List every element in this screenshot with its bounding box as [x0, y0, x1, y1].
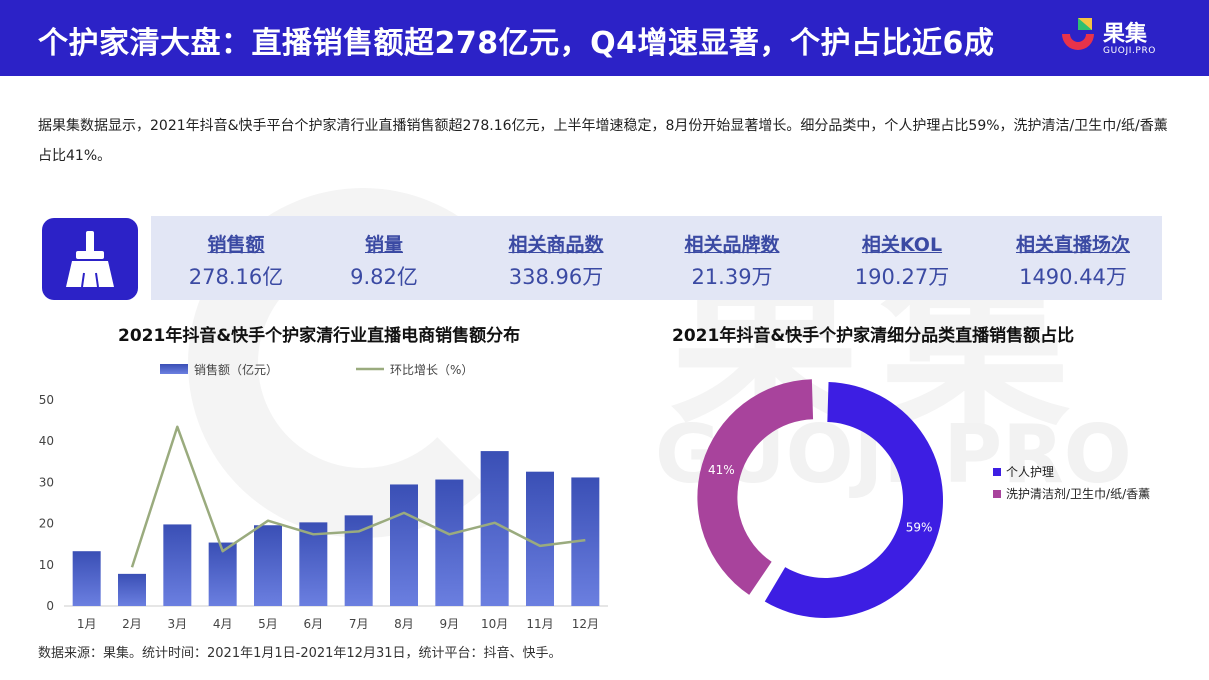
pie-value-label: 41% [708, 463, 735, 477]
source-footnote: 数据来源：果集。统计时间：2021年1月1日-2021年12月31日，统计平台：… [38, 646, 562, 661]
stat-label: 销量 [364, 234, 403, 256]
stat-brands: 相关品牌数 21.39万 [667, 230, 797, 291]
pie-chart-title: 2021年抖音&快手个护家清细分品类直播销售额占比 [672, 326, 1075, 346]
stat-value: 1490.44万 [1019, 265, 1127, 289]
page-title: 个护家清大盘：直播销售额超278亿元，Q4增速显著，个护占比近6成 [38, 26, 995, 61]
x-tick-label: 3月 [168, 617, 188, 631]
growth-line [130, 425, 586, 568]
stat-label: 销售额 [207, 234, 265, 256]
intro-paragraph: 据果集数据显示，2021年抖音&快手平台个护家清行业直播销售额超278.16亿元… [38, 118, 1168, 164]
category-icon-box [42, 218, 138, 300]
y-tick-label: 50 [39, 393, 54, 407]
legend-label: 洗护清洁剂/卫生巾/纸/香薰 [1006, 486, 1150, 501]
x-tick-label: 4月 [213, 617, 233, 631]
bar [163, 524, 192, 606]
x-tick-label: 12月 [572, 617, 599, 631]
logo: 果集 GUOJI.PRO [1058, 14, 1188, 64]
x-tick-label: 9月 [440, 617, 460, 631]
y-tick-label: 0 [46, 599, 54, 613]
broom-icon [66, 231, 114, 288]
legend-swatch [993, 468, 1001, 476]
x-tick-label: 2月 [122, 617, 142, 631]
bar [299, 522, 328, 606]
bar [344, 515, 373, 606]
x-tick-label: 8月 [394, 617, 414, 631]
stat-value: 338.96万 [508, 265, 604, 289]
pie-slice [697, 379, 814, 595]
x-tick-label: 1月 [77, 617, 97, 631]
stat-value: 278.16亿 [188, 265, 284, 289]
x-tick-label: 7月 [349, 617, 369, 631]
legend-swatch [993, 490, 1001, 498]
stat-live-sessions: 相关直播场次 1490.44万 [1003, 230, 1143, 291]
y-tick-label: 40 [39, 434, 54, 448]
y-tick-label: 20 [39, 517, 54, 531]
logo-subtext: GUOJI.PRO [1103, 46, 1156, 56]
bar [390, 484, 418, 606]
bar [435, 479, 464, 606]
bar-chart: 销售额（亿元） 环比增长（%） 0 10 20 30 40 50 1月 2月 3月 4月 5月 6月 7月 8… [39, 362, 608, 631]
bar [118, 573, 146, 606]
stat-value: 190.27万 [854, 265, 950, 289]
x-tick-label: 10月 [481, 617, 508, 631]
stats-band: 销售额 278.16亿 销量 9.82亿 相关商品数 338.96万 相关品牌数… [151, 216, 1162, 300]
bar [72, 551, 101, 606]
stat-kol: 相关KOL 190.27万 [837, 230, 967, 291]
stat-value: 21.39万 [691, 265, 773, 289]
stat-label: 相关商品数 [508, 234, 604, 256]
bar [526, 471, 554, 606]
bar [254, 525, 282, 606]
pie-slice [764, 382, 943, 618]
bar-chart-title: 2021年抖音&快手个护家清行业直播电商销售额分布 [118, 326, 521, 346]
pie-value-label: 59% [906, 520, 933, 534]
stat-label: 相关KOL [861, 234, 943, 256]
x-tick-label: 11月 [526, 617, 553, 631]
stat-sales: 销售额 278.16亿 [181, 230, 291, 291]
stat-products: 相关商品数 338.96万 [491, 230, 621, 291]
legend-line-label: 环比增长（%） [390, 363, 473, 377]
legend-label: 个人护理 [1006, 465, 1054, 479]
stat-value: 9.82亿 [350, 265, 418, 289]
stat-label: 相关品牌数 [684, 234, 780, 256]
x-tick-label: 6月 [304, 617, 324, 631]
stat-label: 相关直播场次 [1015, 234, 1130, 256]
logo-mark-icon [1062, 18, 1094, 50]
y-tick-label: 30 [39, 475, 54, 489]
bar [208, 542, 237, 606]
x-tick-label: 5月 [258, 617, 278, 631]
legend-bar-label: 销售额（亿元） [194, 362, 278, 377]
logo-text: 果集 [1103, 22, 1148, 47]
y-tick-label: 10 [39, 558, 54, 572]
stat-volume: 销量 9.82亿 [329, 230, 439, 291]
header-bar: 个护家清大盘：直播销售额超278亿元，Q4增速显著，个护占比近6成 果集 GUO… [0, 0, 1209, 76]
legend-bar-swatch [160, 364, 188, 374]
